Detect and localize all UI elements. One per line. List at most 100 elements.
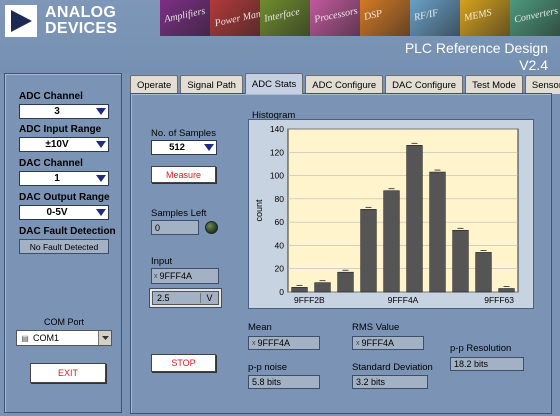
- banner-tile-text: Processors: [313, 5, 359, 26]
- rms-label: RMS Value: [352, 322, 400, 333]
- tab-test-mode[interactable]: Test Mode: [465, 75, 523, 94]
- adc-channel-value: 3: [54, 106, 60, 117]
- samples-value: 512: [169, 142, 185, 153]
- histogram-bar: [314, 282, 331, 293]
- hex-format-icon: x: [252, 339, 256, 347]
- com-port-value: COM1: [33, 333, 60, 343]
- mean-field: x 9FFF4A: [248, 336, 320, 350]
- logo-triangle-icon: [5, 5, 37, 37]
- dac-output-range-label: DAC Output Range: [19, 192, 110, 203]
- chart-title: Histogram: [252, 110, 296, 121]
- brand-line-2: DEVICES: [45, 20, 118, 37]
- adc-input-range-select[interactable]: ±10V: [19, 137, 109, 152]
- samples-left-label: Samples Left: [151, 208, 207, 219]
- banner-tile: Amplifiers: [160, 0, 210, 36]
- dac-fault-detection-label: DAC Fault Detection: [19, 226, 116, 237]
- tab-dac-configure[interactable]: DAC Configure: [385, 75, 464, 94]
- adc-channel-label: ADC Channel: [19, 91, 83, 102]
- hex-format-icon: x: [356, 339, 360, 347]
- samples-left-value: 0: [151, 220, 199, 235]
- com-port-label: COM Port: [43, 317, 84, 327]
- y-axis-label: count: [254, 199, 264, 222]
- histogram-bar: [475, 252, 492, 293]
- y-tick-label: 100: [270, 171, 284, 181]
- banner-tile-text: DSP: [363, 8, 384, 23]
- hex-format-icon: x: [154, 272, 158, 280]
- y-tick-label: 20: [275, 264, 285, 274]
- banner-tile: Power Management: [210, 0, 260, 36]
- samples-select[interactable]: 512: [151, 140, 217, 155]
- dropdown-arrow-icon[interactable]: [94, 105, 108, 118]
- histogram-bar: [291, 287, 308, 293]
- stop-button[interactable]: STOP: [151, 354, 216, 372]
- dac-channel-label: DAC Channel: [19, 158, 83, 169]
- dac-output-range-select[interactable]: 0-5V: [19, 205, 109, 220]
- y-tick-label: 40: [275, 240, 285, 250]
- input-value-field: x 9FFF4A: [151, 268, 219, 284]
- y-tick-label: 0: [279, 287, 284, 297]
- brand-text: ANALOG DEVICES: [45, 5, 117, 37]
- x-tick-label: 9FFF63: [484, 295, 514, 305]
- y-tick-label: 80: [275, 194, 285, 204]
- adc-channel-select[interactable]: 3: [19, 104, 109, 119]
- app-title: PLC Reference Design V2.4: [405, 40, 548, 74]
- voltage-value: 2.5: [157, 293, 170, 303]
- histogram-bar: [429, 171, 446, 293]
- tab-adc-configure[interactable]: ADC Configure: [305, 75, 384, 94]
- histogram-bar: [498, 288, 515, 293]
- app-version: V2.4: [519, 57, 548, 73]
- tab-bar: Operate Signal Path ADC Stats ADC Configure…: [130, 73, 560, 94]
- pp-resolution-value: 18.2 bits: [450, 357, 524, 371]
- mean-value: 9FFF4A: [257, 338, 291, 348]
- settings-panel: ADC Channel 3 ADC Input Range ±10V DAC C…: [4, 73, 122, 413]
- banner-tile: Interface: [260, 0, 310, 36]
- dac-channel-select[interactable]: 1: [19, 171, 109, 186]
- banner-tile: RF/IF: [410, 0, 460, 36]
- y-tick-label: 120: [270, 147, 284, 157]
- banner-tile: DSP: [360, 0, 410, 36]
- product-banner: Amplifiers Power Management Interface Proce…: [160, 0, 560, 36]
- banner-tile-text: Amplifiers: [163, 5, 207, 26]
- dac-channel-value: 1: [54, 173, 60, 184]
- pp-noise-label: p-p noise: [248, 362, 288, 373]
- x-tick-label: 9FFF2B: [294, 295, 325, 305]
- x-tick-label: 9FFF4A: [388, 295, 419, 305]
- dropdown-arrow-icon[interactable]: [202, 141, 216, 154]
- samples-label: No. of Samples: [151, 128, 216, 139]
- exit-button[interactable]: EXIT: [30, 363, 106, 383]
- dropdown-arrow-icon[interactable]: [94, 138, 108, 151]
- histogram-bar: [360, 209, 377, 293]
- tab-operate[interactable]: Operate: [130, 75, 179, 94]
- voltage-display: 2.5 V: [149, 288, 222, 308]
- analog-devices-logo: ANALOG DEVICES: [5, 5, 153, 39]
- banner-tile-text: RF/IF: [413, 7, 440, 24]
- y-tick-label: 60: [275, 217, 285, 227]
- io-name-icon: ▤: [21, 333, 29, 343]
- std-dev-value: 3.2 bits: [352, 375, 428, 389]
- measure-button[interactable]: Measure: [151, 166, 216, 183]
- app-header: ANALOG DEVICES Amplifiers Power Managemen…: [0, 0, 560, 74]
- status-led-icon: [205, 221, 218, 234]
- y-tick-label: 140: [270, 124, 284, 134]
- banner-tile-text: MEMS: [463, 7, 493, 24]
- dropdown-arrow-icon[interactable]: [94, 172, 108, 185]
- histogram-bar: [406, 144, 423, 293]
- histogram-bar: [383, 190, 400, 293]
- adc-input-range-label: ADC Input Range: [19, 124, 102, 135]
- histogram-bar: [452, 229, 469, 293]
- histogram-bar: [337, 271, 354, 293]
- tab-adc-stats[interactable]: ADC Stats: [244, 73, 304, 94]
- banner-tile-text: Converters: [513, 5, 560, 26]
- tab-sensors[interactable]: Sensors: [524, 75, 560, 94]
- dropdown-arrow-icon[interactable]: [94, 206, 108, 219]
- adc-input-range-value: ±10V: [45, 139, 69, 150]
- tab-signal-path[interactable]: Signal Path: [180, 75, 243, 94]
- rms-field: x 9FFF4A: [352, 336, 424, 350]
- banner-tile: Processors: [310, 0, 360, 36]
- chevron-down-icon[interactable]: [98, 331, 111, 345]
- com-port-select[interactable]: ▤ COM1: [16, 330, 112, 346]
- input-label: Input: [151, 256, 173, 267]
- dac-output-range-value: 0-5V: [46, 207, 68, 218]
- app-title-text: PLC Reference Design: [404, 40, 548, 56]
- pp-noise-value: 5.8 bits: [248, 375, 320, 389]
